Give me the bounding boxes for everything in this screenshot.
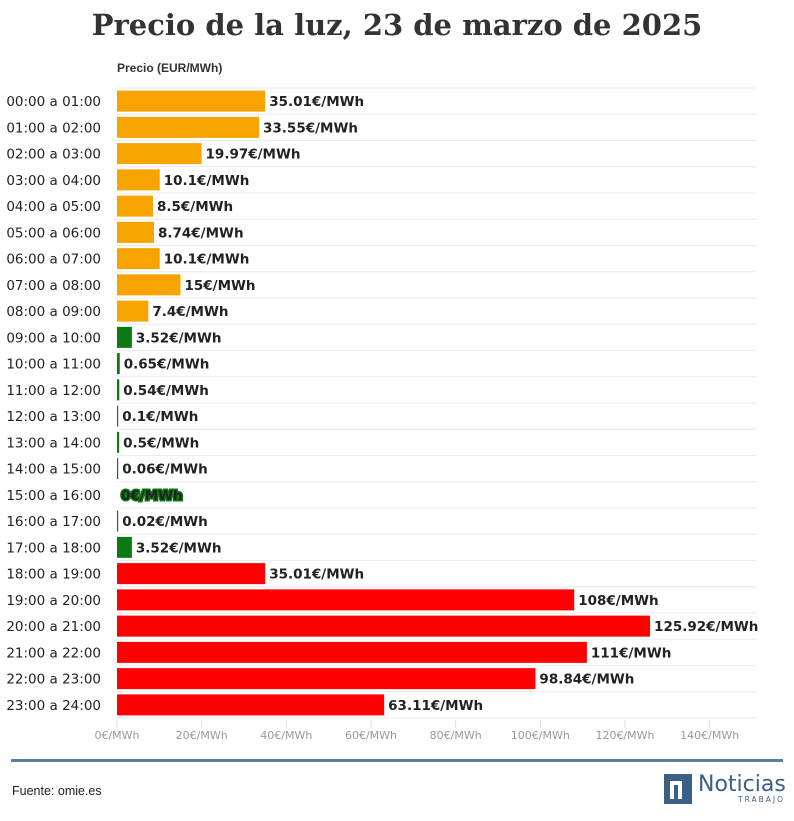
row-label: 23:00 a 24:00: [6, 698, 101, 714]
value-label: 0.02€/MWh: [122, 514, 208, 530]
bar: [117, 274, 181, 296]
row-label: 09:00 a 10:00: [6, 330, 101, 346]
bar: [117, 694, 385, 716]
row-label: 11:00 a 12:00: [6, 383, 101, 399]
row-label: 15:00 a 16:00: [6, 488, 101, 504]
value-label: 10.1€/MWh: [164, 173, 250, 189]
bar: [117, 563, 266, 585]
value-label: 35.01€/MWh: [269, 567, 364, 583]
x-tick-label: 140€/MWh: [680, 729, 739, 742]
row-label: 03:00 a 04:00: [6, 173, 101, 189]
logo-subtext: TRABAJO: [738, 795, 786, 804]
bar: [117, 221, 154, 243]
chart-title: Precio de la luz, 23 de marzo de 2025: [91, 8, 703, 42]
footer-divider: [11, 759, 783, 762]
bar: [117, 589, 575, 611]
noticias-trabajo-logo: Noticias TRABAJO: [664, 772, 786, 805]
row-label: 06:00 a 07:00: [6, 252, 101, 268]
value-label: 0.5€/MWh: [123, 435, 199, 451]
x-tick-label: 80€/MWh: [430, 729, 482, 742]
bar: [117, 143, 202, 165]
value-label: 33.55€/MWh: [263, 120, 358, 136]
value-label: 0€/MWh: [121, 488, 183, 504]
value-label: 63.11€/MWh: [388, 698, 483, 714]
x-tick-label: 60€/MWh: [345, 729, 397, 742]
x-tick-label: 100€/MWh: [511, 729, 570, 742]
row-label: 19:00 a 20:00: [6, 593, 101, 609]
value-label: 108€/MWh: [578, 593, 658, 609]
x-tick-label: 0€/MWh: [94, 729, 139, 742]
x-tick-label: 120€/MWh: [595, 729, 654, 742]
value-label: 0.1€/MWh: [122, 409, 198, 425]
bar: [117, 353, 120, 375]
value-label: 10.1€/MWh: [164, 252, 250, 268]
value-label: 0.65€/MWh: [124, 357, 210, 373]
series-label: Precio (EUR/MWh): [117, 61, 223, 75]
row-label: 17:00 a 18:00: [6, 540, 101, 556]
value-label: 19.97€/MWh: [206, 147, 301, 163]
row-label: 14:00 a 15:00: [6, 462, 101, 478]
bar: [117, 326, 132, 348]
row-label: 00:00 a 01:00: [6, 94, 101, 110]
value-label: 35.01€/MWh: [269, 94, 364, 110]
bar: [117, 248, 160, 270]
row-label: 13:00 a 14:00: [6, 435, 101, 451]
value-label: 111€/MWh: [591, 645, 671, 661]
value-label: 0.54€/MWh: [123, 383, 209, 399]
row-label: 05:00 a 06:00: [6, 225, 101, 241]
bar: [117, 405, 119, 427]
value-label: 8.5€/MWh: [157, 199, 233, 215]
row-label: 18:00 a 19:00: [6, 567, 101, 583]
row-label: 12:00 a 13:00: [6, 409, 101, 425]
bar: [117, 431, 120, 453]
value-label: 3.52€/MWh: [136, 540, 222, 556]
x-tick-label: 40€/MWh: [260, 729, 312, 742]
value-label: 8.74€/MWh: [158, 225, 244, 241]
bar: [117, 169, 160, 191]
bar: [117, 510, 119, 532]
value-label: 98.84€/MWh: [539, 672, 634, 688]
row-label: 10:00 a 11:00: [6, 357, 101, 373]
source-note: Fuente: omie.es: [12, 784, 102, 798]
row-label: 08:00 a 09:00: [6, 304, 101, 320]
value-label: 15€/MWh: [185, 278, 256, 294]
value-label: 3.52€/MWh: [136, 330, 222, 346]
row-label: 02:00 a 03:00: [6, 147, 101, 163]
row-label: 07:00 a 08:00: [6, 278, 101, 294]
bar: [117, 90, 266, 112]
logo-text: Noticias: [698, 772, 786, 797]
bar: [117, 615, 651, 637]
row-label: 22:00 a 23:00: [6, 672, 101, 688]
x-tick-label: 20€/MWh: [176, 729, 228, 742]
bar: [117, 300, 149, 322]
row-label: 21:00 a 22:00: [6, 645, 101, 661]
bar: [117, 195, 153, 217]
logo-n-icon: [664, 774, 692, 804]
value-label: 7.4€/MWh: [152, 304, 228, 320]
row-label: 20:00 a 21:00: [6, 619, 101, 635]
bar: [117, 379, 120, 401]
row-label: 01:00 a 02:00: [6, 120, 101, 136]
bar: [117, 668, 536, 690]
bar: [117, 458, 119, 480]
bar: [117, 536, 132, 558]
bar-chart: 0€/MWh 20€/MWh 40€/MWh 60€/MWh 80€/MWh 100€/M…: [6, 87, 758, 742]
value-label: 125.92€/MWh: [654, 619, 758, 635]
value-label: 0.06€/MWh: [122, 462, 208, 478]
row-label: 16:00 a 17:00: [6, 514, 101, 530]
bar: [117, 641, 587, 663]
bar: [117, 116, 260, 138]
row-label: 04:00 a 05:00: [6, 199, 101, 215]
